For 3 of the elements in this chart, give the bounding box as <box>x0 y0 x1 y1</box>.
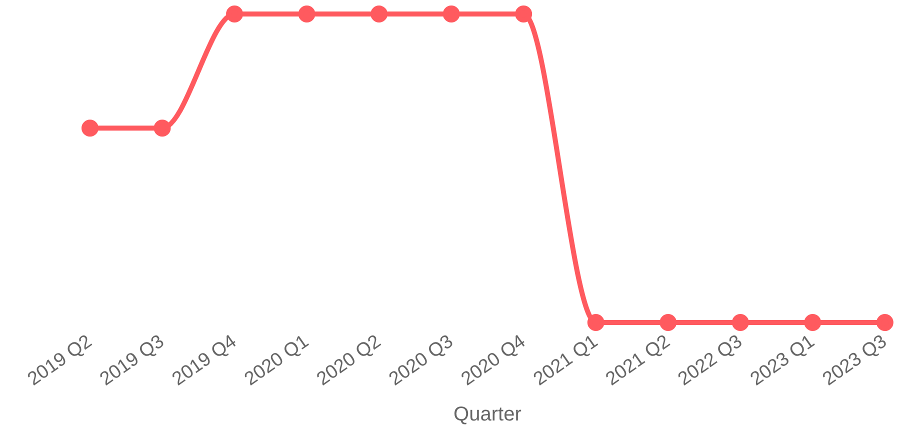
x-tick-label: 2021 Q2 <box>602 331 674 390</box>
x-tick-label: 2021 Q1 <box>530 331 602 390</box>
x-axis-title: Quarter <box>454 404 522 426</box>
